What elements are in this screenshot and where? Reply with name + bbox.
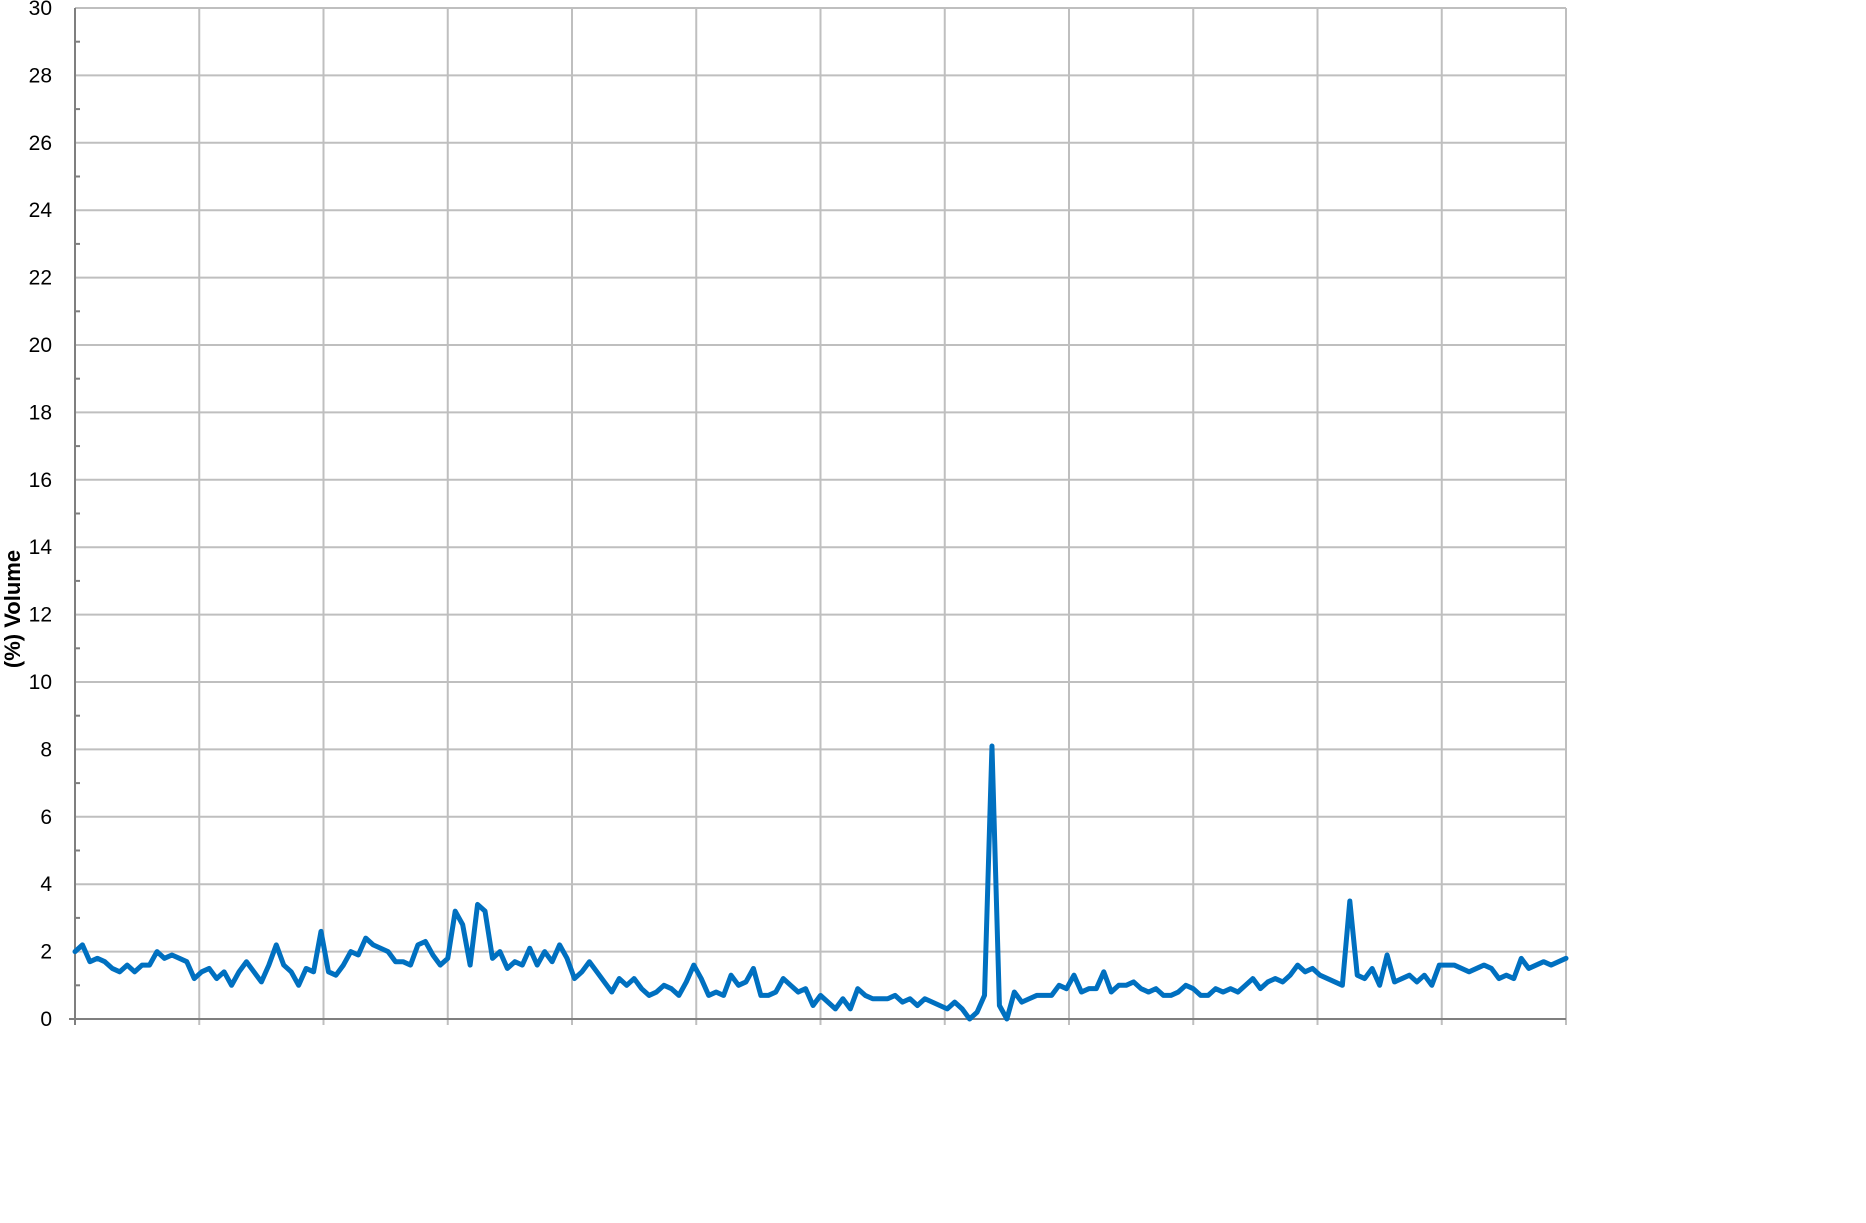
y-tick-label: 10	[29, 671, 52, 694]
y-tick-label: 12	[29, 604, 52, 627]
y-tick-label: 28	[29, 64, 52, 87]
series-layer	[72, 743, 1569, 1022]
y-tick-label: 22	[29, 267, 52, 290]
y-tick-label: 24	[29, 199, 53, 222]
y-tick-label: 26	[29, 132, 52, 155]
y-tick-label: 30	[29, 0, 52, 20]
y-tick-label: 0	[40, 1008, 52, 1031]
series-line	[72, 743, 1569, 1022]
y-tick-label: 20	[29, 334, 52, 357]
y-tick-label: 14	[29, 536, 53, 559]
y-tick-label: 2	[40, 941, 52, 964]
y-tick-label: 18	[29, 401, 52, 424]
y-tick-label: 16	[29, 469, 52, 492]
y-tick-label: 8	[40, 738, 52, 761]
axes	[69, 8, 1566, 1025]
y-tick-label: 4	[40, 873, 52, 896]
gridlines	[75, 7, 1567, 1025]
y-axis-title: (%) Volume	[0, 550, 25, 668]
y-tick-label: 6	[40, 806, 52, 829]
